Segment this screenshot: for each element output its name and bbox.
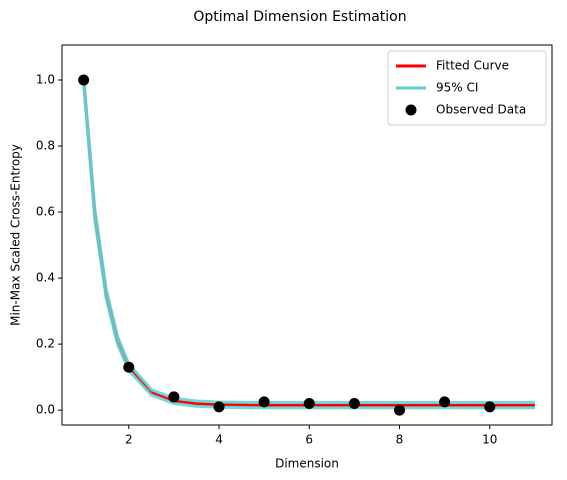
ci-lower	[82, 83, 535, 410]
data-point	[484, 401, 496, 413]
x-tick-label: 4	[215, 433, 223, 447]
data-point	[78, 74, 90, 86]
data-point	[439, 396, 451, 408]
fitted-curve	[82, 79, 535, 407]
y-tick-label: 0.2	[36, 337, 55, 351]
data-point	[123, 361, 135, 373]
plot-frame	[61, 44, 553, 426]
x-tick-label: 6	[305, 433, 313, 447]
legend-label: Fitted Curve	[436, 59, 509, 73]
plot	[82, 76, 535, 410]
legend-marker	[405, 104, 417, 116]
y-tick-label: 0.4	[36, 271, 55, 285]
y-tick-label: 1.0	[36, 72, 55, 86]
y-tick-label: 0.6	[36, 205, 55, 219]
legend-label: 95% CI	[436, 81, 478, 95]
legend-label: Observed Data	[436, 103, 526, 117]
data-point	[168, 391, 180, 403]
x-axis-label: Dimension	[275, 457, 339, 471]
data-point	[213, 401, 225, 413]
x-tick-label: 2	[125, 433, 133, 447]
ci-upper	[82, 76, 535, 405]
data-point	[348, 398, 360, 410]
legend-box	[387, 50, 547, 126]
x-tick-label: 8	[396, 433, 404, 447]
data-point	[393, 404, 405, 416]
data-point	[303, 398, 315, 410]
x-tick-label: 10	[482, 433, 497, 447]
y-axis-label: Min-Max Scaled Cross-Entropy	[9, 144, 23, 326]
y-tick-label: 0.8	[36, 139, 55, 153]
data-point	[258, 396, 270, 408]
y-tick-label: 0.0	[36, 403, 55, 417]
chart-title: Optimal Dimension Estimation	[193, 9, 406, 25]
